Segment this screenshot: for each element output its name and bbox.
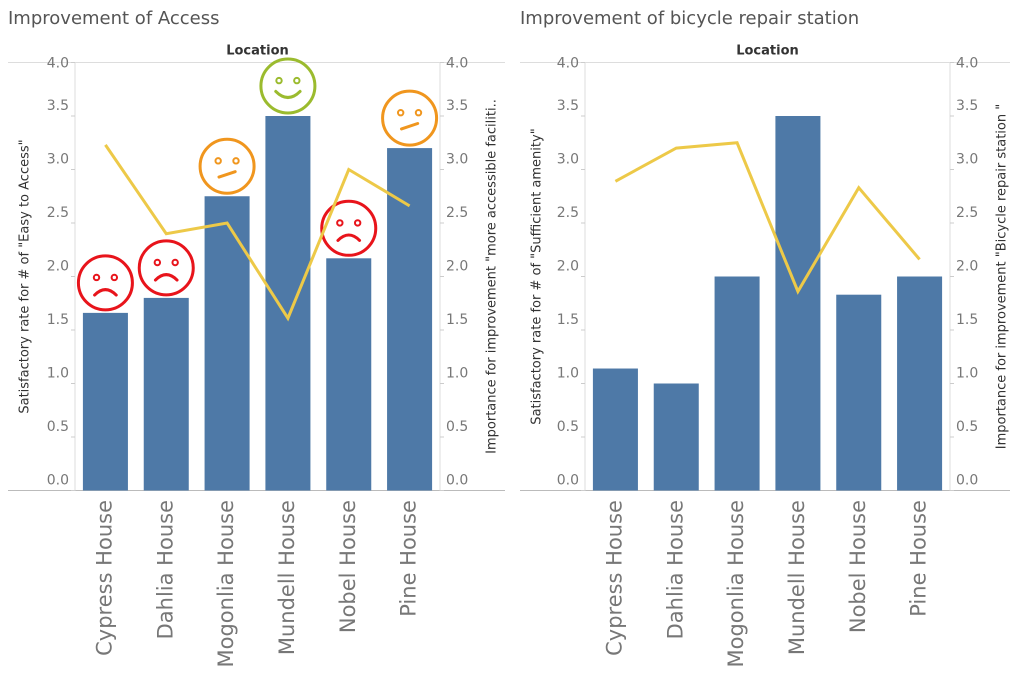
x-tick-label: Mogonlia House [724,500,748,667]
face-outline [137,239,195,297]
face-mouth [336,233,362,242]
face-outline [76,254,134,312]
y-tick-label: 3.0 [557,152,579,168]
line-series [614,141,921,295]
y-tick-label: 0.0 [557,473,579,489]
y2-tick-label: 2.0 [956,259,978,275]
face-mouth [93,288,118,297]
face-mouth [217,170,237,179]
x-tick-label: Mogonlia House [214,500,238,667]
face-eye [110,273,119,282]
x-axis-title: Location [226,44,289,59]
y2-tick-label: 0.5 [956,419,978,435]
y2-tick-label: 1.0 [446,366,468,382]
bar [714,276,760,491]
bar [82,312,128,491]
x-tick-label: Pine House [907,500,931,617]
line-series [104,144,411,322]
x-tick-label: Pine House [397,500,421,617]
y-tick-label: 4.0 [47,56,69,72]
y-axis-title: Satisfactory rate for # of "Sufficient a… [530,128,545,424]
y2-tick-label: 2.5 [956,205,978,221]
bar [653,383,699,491]
bar [775,116,821,491]
y-tick-label: 0.5 [557,419,579,435]
chart-panel: Improvement of bicycle repair station Loc… [520,8,1010,667]
face-eye [293,76,301,85]
bar [387,148,433,491]
x-tick-label: Mundell House [785,500,809,655]
y2-tick-label: 0.0 [956,473,978,489]
bar [592,368,638,491]
x-tick-label: Dahlia House [663,500,687,639]
y-tick-label: 1.0 [47,366,69,382]
face-eye [414,109,423,117]
face-eye [171,258,179,267]
y-tick-label: 4.0 [557,56,579,72]
y2-tick-label: 1.5 [956,312,978,328]
y2-tick-label: 3.0 [956,152,978,168]
face-eye [214,157,222,165]
face-outline [259,57,317,115]
face-mouth [399,122,420,131]
chart-panel: Improvement of Access Location 0.0 0.5 1.0 1.… [8,8,505,667]
x-tick-label: Nobel House [336,500,360,633]
bar [836,294,882,491]
y2-tick-label: 4.0 [956,56,978,72]
y2-axis-title: Importance for improvement "more accessi… [485,99,500,454]
x-tick-label: Nobel House [846,500,870,633]
x-tick-label: Cypress House [92,500,116,656]
y2-tick-label: 3.0 [446,152,468,168]
y-tick-label: 2.0 [557,259,579,275]
face-outline [320,199,378,257]
chart-title: Improvement of bicycle repair station [520,8,859,29]
face-mouth [153,273,179,282]
bar [326,258,372,491]
y2-tick-label: 3.5 [446,98,468,114]
y2-tick-label: 2.0 [446,259,468,275]
y-tick-label: 0.5 [47,419,69,435]
face-eye [396,109,405,117]
y-tick-label: 1.5 [557,312,579,328]
bar [143,297,189,491]
face-eye [232,157,240,165]
y2-tick-label: 4.0 [446,56,468,72]
face-eye [336,219,344,227]
face-outline [198,137,256,195]
y2-tick-label: 0.0 [446,473,468,489]
face-eye [353,219,362,227]
face-eye [275,76,283,85]
bar [897,276,943,491]
face-mouth [274,89,302,99]
x-tick-label: Dahlia House [153,500,177,639]
y2-tick-label: 1.5 [446,312,468,328]
y-tick-label: 1.5 [47,312,69,328]
y-tick-label: 1.0 [557,366,579,382]
x-tick-label: Mundell House [275,500,299,655]
y2-tick-label: 0.5 [446,419,468,435]
bar [204,196,250,491]
y-tick-label: 3.5 [557,98,579,114]
chart-title: Improvement of Access [8,8,220,29]
y2-tick-label: 2.5 [446,205,468,221]
y2-axis-title: Importance for improvement "Bicycle repa… [995,104,1010,449]
y2-tick-label: 3.5 [956,98,978,114]
y-tick-label: 0.0 [47,473,69,489]
y2-tick-label: 1.0 [956,366,978,382]
y-tick-label: 2.5 [47,205,69,221]
face-eye [92,273,101,282]
y-axis-title: Satisfactory rate for # of "Easy to Acce… [18,139,33,413]
y-tick-label: 3.0 [47,152,69,168]
face-eye [153,258,162,267]
y-tick-label: 3.5 [47,98,69,114]
face-outline [381,89,439,147]
x-axis-title: Location [736,44,799,59]
x-tick-label: Cypress House [602,500,626,656]
bar [265,116,311,491]
y-tick-label: 2.0 [47,259,69,275]
y-tick-label: 2.5 [557,205,579,221]
